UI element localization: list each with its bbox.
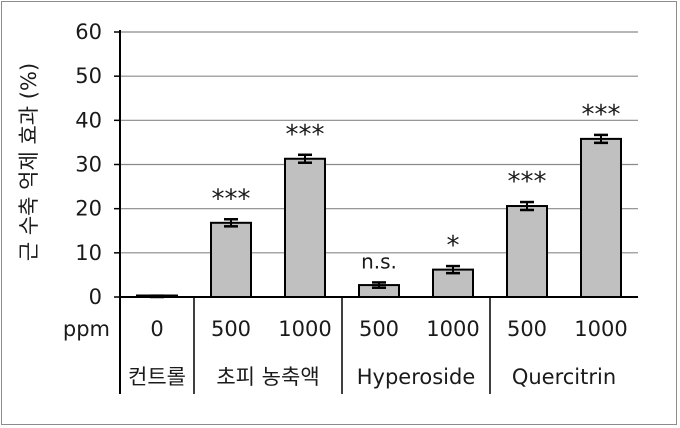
group-label-2: Hyperoside — [357, 365, 476, 389]
x-category-label-6: 1000 — [574, 317, 627, 341]
bar-2 — [284, 157, 326, 298]
y-tick-label: 60 — [75, 20, 102, 44]
y-tick-label: 10 — [75, 241, 102, 265]
x-category-label-4: 1000 — [426, 317, 479, 341]
significance-label-4: * — [447, 231, 460, 261]
significance-label-3: n.s. — [361, 249, 397, 273]
bar-1 — [210, 221, 252, 298]
bar-6 — [580, 137, 622, 298]
axes — [114, 30, 638, 394]
y-tick-label: 30 — [75, 153, 102, 177]
y-tick-label: 40 — [75, 108, 102, 132]
group-label-1: 초피 농축액 — [216, 365, 319, 389]
x-category-label-2: 1000 — [278, 317, 331, 341]
x-category-label-0: 0 — [150, 317, 163, 341]
group-label-3: Quercitrin — [512, 365, 616, 389]
significance-label-5: *** — [508, 167, 547, 197]
bar-5 — [506, 205, 548, 298]
y-tick-label: 0 — [89, 285, 102, 309]
significance-label-2: *** — [286, 120, 325, 150]
x-category-label-3: 500 — [359, 317, 399, 341]
y-tick-label: 50 — [75, 64, 102, 88]
bars — [136, 133, 622, 299]
ppm-row-label: ppm — [63, 317, 110, 341]
x-category-label-5: 500 — [507, 317, 547, 341]
group-label-0: 컨트롤 — [128, 365, 186, 389]
y-tick-label: 20 — [75, 197, 102, 221]
x-category-label-1: 500 — [211, 317, 251, 341]
gridlines — [120, 31, 638, 298]
significance-label-1: *** — [212, 184, 251, 214]
y-axis-title: 근 수축 억제 효과 (%) — [17, 63, 41, 261]
significance-label-6: *** — [582, 100, 621, 130]
